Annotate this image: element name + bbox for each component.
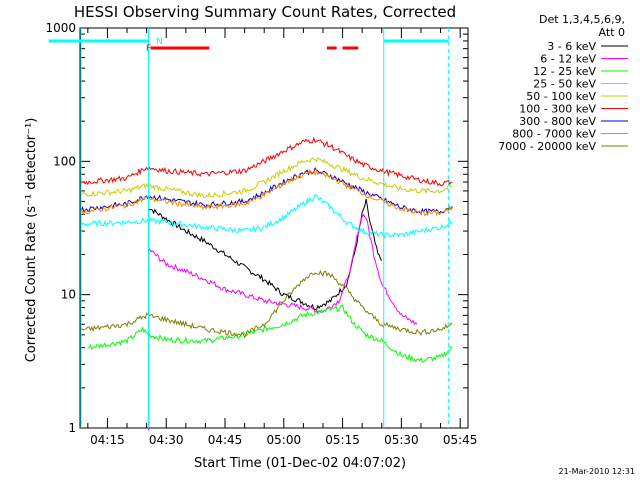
- series-line-6: [80, 136, 453, 187]
- series-line-3: [87, 304, 453, 363]
- series-layer: [80, 136, 453, 431]
- y-tick-label: 1: [68, 421, 76, 435]
- x-tick-label: 05:45: [443, 433, 478, 447]
- series-line-4: [80, 193, 453, 239]
- legend-label: 3 - 6 keV: [547, 40, 596, 53]
- x-tick-label: 05:15: [325, 433, 360, 447]
- x-tick-label: 05:00: [267, 433, 302, 447]
- timestamp: 21-Mar-2010 12:31: [559, 467, 636, 476]
- x-tick-label: 05:30: [384, 433, 419, 447]
- legend-label: 100 - 300 keV: [519, 103, 596, 116]
- flag-n-label: N: [156, 37, 163, 47]
- legend-label: 50 - 100 keV: [526, 90, 596, 103]
- legend-label: 6 - 12 keV: [540, 53, 596, 66]
- y-axis-label: Corrected Count Rate (s⁻¹ detector⁻¹): [24, 118, 39, 363]
- y-tick-label: 10: [61, 288, 76, 302]
- x-axis-label: Start Time (01-Dec-02 04:07:02): [194, 456, 406, 471]
- legend-label: 800 - 7000 keV: [512, 128, 596, 141]
- series-line-8: [80, 168, 453, 217]
- plot-frame: [79, 27, 469, 429]
- legend-header-line-1: Det 1,3,4,5,6,9,: [539, 13, 625, 26]
- series-line-5: [80, 156, 453, 199]
- series-line-7: [80, 166, 453, 216]
- chart-title: HESSI Observing Summary Count Rates, Cor…: [74, 3, 456, 21]
- flag-f-label: F: [146, 44, 151, 54]
- annotation-layer: [48, 28, 449, 428]
- legend-label: 25 - 50 keV: [533, 78, 596, 91]
- y-tick-label: 1000: [45, 21, 76, 35]
- series-line-2: [148, 213, 418, 431]
- x-tick-label: 04:15: [90, 433, 125, 447]
- legend-header-line-2: Att 0: [599, 26, 625, 39]
- series-line-9: [80, 269, 453, 339]
- x-axis: 04:15 04:30 04:45 05:00 05:15 05:30 05:45: [87, 28, 478, 447]
- x-tick-label: 04:45: [208, 433, 243, 447]
- legend-label: 7000 - 20000 keV: [498, 140, 596, 153]
- legend-label: 12 - 25 keV: [533, 65, 596, 78]
- x-tick-label: 04:30: [149, 433, 184, 447]
- y-tick-label: 100: [53, 154, 76, 168]
- legend-label: 300 - 800 keV: [519, 115, 596, 128]
